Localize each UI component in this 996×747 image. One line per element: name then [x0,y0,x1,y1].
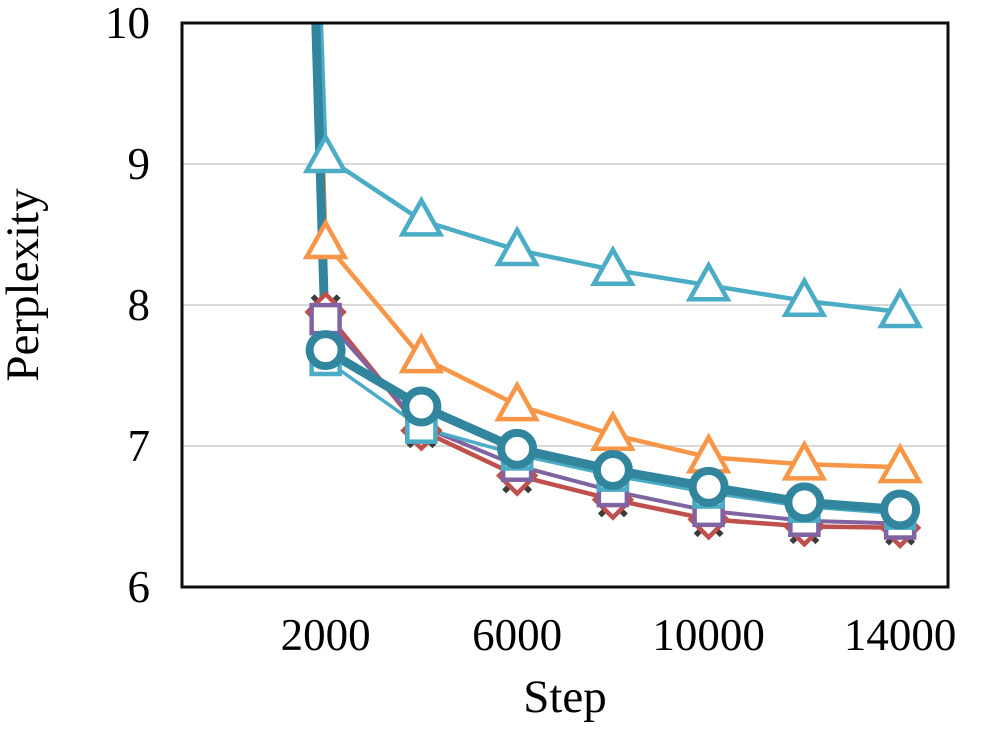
orange-triangle-marker [590,410,636,451]
orange-triangle-marker [302,218,349,260]
lightblue-triangle-marker [781,276,828,318]
series-markers [302,132,923,549]
lightblue-triangle-marker [685,260,732,302]
x-tick-label: 2000 [281,610,371,660]
teal-circle-bold-marker [592,449,633,490]
orange-triangle-line [316,23,903,470]
teal-circle-bold-marker [497,428,538,469]
orange-triangle-marker [781,439,828,481]
y-tick-label: 7 [128,421,151,471]
x-tick-label: 6000 [472,610,562,660]
lightblue-triangle-marker [302,132,349,174]
plot-border [180,21,950,589]
x-axis-title: Step [523,671,607,723]
lightblue-triangle-marker [877,287,923,329]
lightblue-triangle-marker [494,225,540,267]
orange-triangle-marker [398,332,445,374]
y-axis-title: Perplexity [0,188,49,382]
lightblue-square-line [313,23,902,516]
teal-circle-bold-marker [784,482,825,523]
series-lightblue-triangle [302,132,923,329]
teal-circle-bold-marker [305,330,346,371]
teal-circle-bold-marker [401,386,442,427]
teal-circle-bold-line [311,23,905,514]
series-teal-circle-bold [305,330,921,530]
y-tick-label: 10 [105,0,150,48]
purple-square-marker [309,302,342,336]
orange-triangle-marker [494,380,540,422]
y-tick-label: 8 [128,280,151,330]
lightblue-triangle-marker [590,245,636,286]
lightblue-triangle-line [318,23,903,315]
y-tick-label: 6 [128,562,151,612]
teal-circle-bold-marker [880,489,921,530]
x-axis-tick-labels: 2000 6000 10000 14000 [281,610,957,660]
y-axis-tick-labels: 6 7 8 9 10 [105,0,150,612]
orange-triangle-marker [877,442,923,484]
y-tick-label: 9 [128,139,151,189]
x-tick-label: 10000 [652,610,765,660]
x-tick-label: 14000 [844,610,957,660]
lightblue-triangle-marker [398,195,445,237]
series-orange-triangle [302,218,923,484]
teal-circle-bold-marker [688,466,729,507]
